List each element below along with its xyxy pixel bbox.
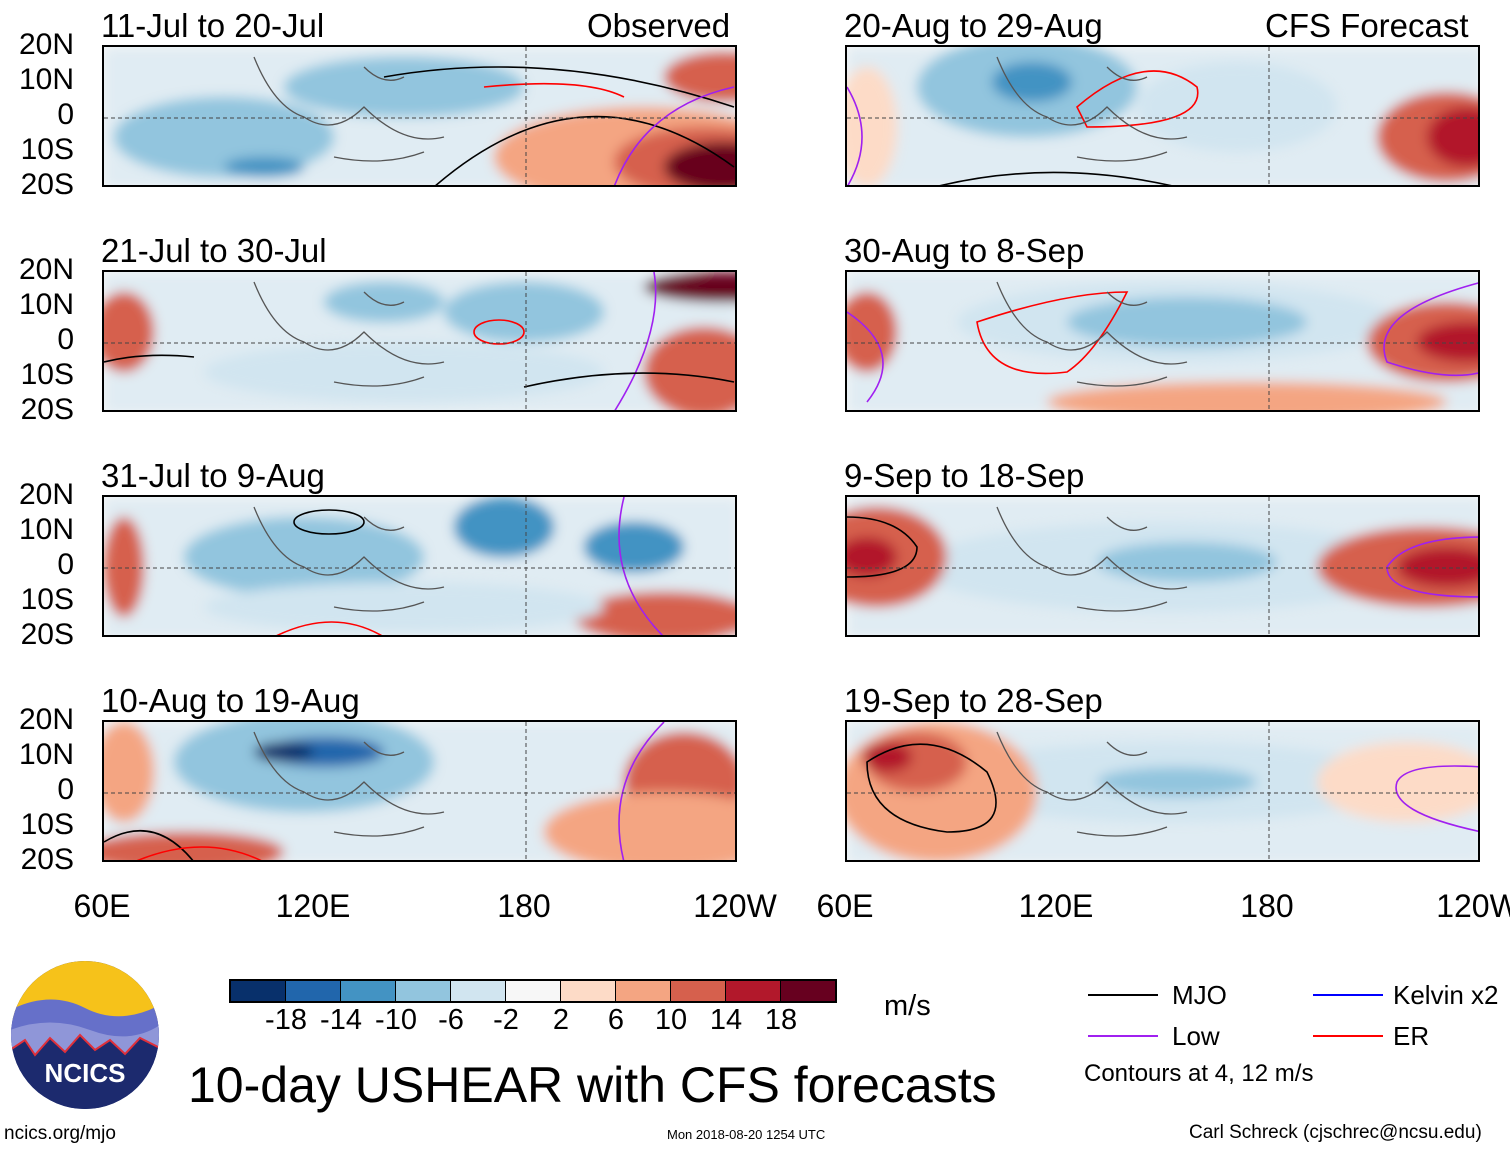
map-panel	[845, 45, 1480, 187]
legend-mjo-line	[1088, 994, 1158, 996]
footer-url[interactable]: ncics.org/mjo	[4, 1123, 116, 1144]
map-panel	[102, 495, 737, 637]
colorbar-label: -14	[320, 1004, 362, 1036]
colorbar-label: -10	[375, 1004, 417, 1036]
cfs-forecast-label: CFS Forecast	[1265, 7, 1469, 44]
map-panel	[102, 270, 737, 412]
logo-text: NCICS	[45, 1058, 126, 1088]
map-panel	[845, 720, 1480, 862]
legend-note: Contours at 4, 12 m/s	[1084, 1060, 1314, 1087]
lon-label: 120E	[275, 888, 351, 924]
legend: MJO Kelvin x2 Low ER Contours at 4, 12 m…	[1084, 980, 1508, 1090]
colorbar-label: 6	[607, 1004, 625, 1036]
map-panel	[102, 720, 737, 862]
colorbar-label: 18	[764, 1004, 798, 1036]
colorbar-swatch	[506, 981, 561, 1001]
lat-label: 0	[57, 773, 74, 806]
panel-title: 30-Aug to 8-Sep	[844, 232, 1085, 269]
lat-label: 20N	[18, 253, 74, 286]
colorbar-label: 2	[552, 1004, 570, 1036]
footer-credit: Carl Schreck (cjschrec@ncsu.edu)	[1189, 1122, 1482, 1143]
colorbar-swatch	[781, 981, 835, 1001]
panel-title: 9-Sep to 18-Sep	[844, 457, 1085, 494]
colorbar-swatch	[671, 981, 726, 1001]
colorbar-swatch	[341, 981, 396, 1001]
colorbar-swatch	[231, 981, 286, 1001]
lat-label: 10S	[20, 808, 74, 841]
lat-label: 20N	[18, 28, 74, 61]
legend-kelvin-label: Kelvin x2	[1393, 980, 1499, 1010]
lat-label: 0	[57, 98, 74, 131]
colorbar-label: -2	[493, 1004, 519, 1036]
lat-label: 0	[57, 548, 74, 581]
lat-label: 20S	[20, 843, 74, 876]
ncics-logo: NCICS	[10, 960, 160, 1110]
panel-title: 31-Jul to 9-Aug	[101, 457, 325, 494]
observed-label: Observed	[587, 7, 731, 44]
panel-title: 19-Sep to 28-Sep	[844, 682, 1103, 719]
colorbar-swatch	[726, 981, 781, 1001]
lat-label: 10N	[18, 738, 74, 771]
lat-label: 20N	[18, 703, 74, 736]
panel-title: 11-Jul to 20-Jul	[101, 7, 325, 44]
legend-low-label: Low	[1172, 1021, 1220, 1051]
lon-label: 180	[1240, 888, 1294, 924]
colorbar-label: 14	[709, 1004, 743, 1036]
legend-er-line	[1313, 1035, 1383, 1037]
lat-label: 10N	[18, 513, 74, 546]
colorbar-units: m/s	[884, 990, 931, 1022]
lat-label: 10N	[18, 288, 74, 321]
colorbar-swatch	[286, 981, 341, 1001]
map-panel	[845, 270, 1480, 412]
lon-label: 180	[497, 888, 551, 924]
lon-label: 60E	[816, 888, 874, 924]
map-panel	[845, 495, 1480, 637]
legend-low-line	[1088, 1035, 1158, 1037]
lon-label: 60E	[73, 888, 131, 924]
colorbar-swatch	[616, 981, 671, 1001]
legend-kelvin-line	[1313, 994, 1383, 996]
lat-label: 10S	[20, 133, 74, 166]
panel-title: 10-Aug to 19-Aug	[101, 682, 360, 719]
panel-title: 21-Jul to 30-Jul	[101, 232, 327, 269]
colorbar-label: -6	[438, 1004, 464, 1036]
colorbar-swatch	[451, 981, 506, 1001]
lat-label: 10N	[18, 63, 74, 96]
panel-title: 20-Aug to 29-Aug	[844, 7, 1103, 44]
colorbar	[229, 979, 837, 1003]
figure-title: 10-day USHEAR with CFS forecasts	[188, 1057, 997, 1113]
lat-label: 20S	[20, 168, 74, 201]
lon-label: 120W	[693, 888, 777, 924]
colorbar-label: -18	[265, 1004, 307, 1036]
lat-label: 20S	[20, 393, 74, 426]
colorbar-swatch	[396, 981, 451, 1001]
lat-label: 0	[57, 323, 74, 356]
map-panel	[102, 45, 737, 187]
colorbar-swatch	[561, 981, 616, 1001]
lat-label: 10S	[20, 583, 74, 616]
lon-label: 120W	[1436, 888, 1510, 924]
lat-label: 20S	[20, 618, 74, 651]
colorbar-label: 10	[654, 1004, 688, 1036]
lat-label: 10S	[20, 358, 74, 391]
legend-mjo-label: MJO	[1172, 980, 1227, 1010]
lon-label: 120E	[1018, 888, 1094, 924]
footer-timestamp: Mon 2018-08-20 1254 UTC	[667, 1127, 826, 1142]
lat-label: 20N	[18, 478, 74, 511]
legend-er-label: ER	[1393, 1021, 1430, 1051]
